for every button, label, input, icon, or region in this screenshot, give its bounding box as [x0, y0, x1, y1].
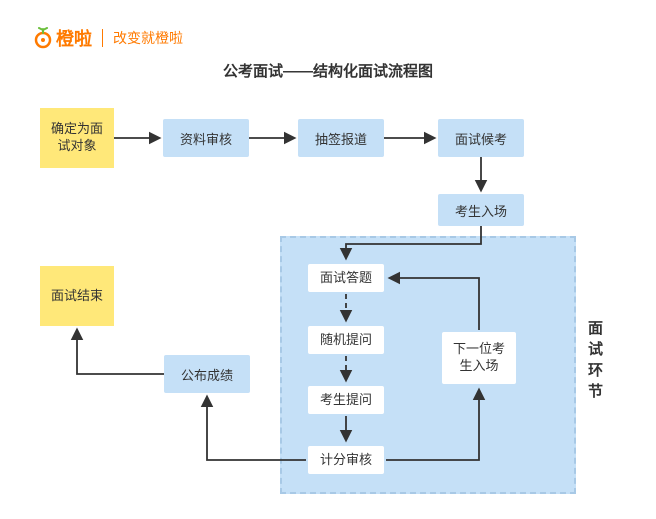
node-candidate-question: 考生提问	[306, 384, 386, 416]
diagram-title: 公考面试——结构化面试流程图	[0, 60, 656, 81]
node-start: 确定为面 试对象	[40, 108, 114, 168]
flowchart-canvas: 橙啦 改变就橙啦 公考面试——结构化面试流程图 面试环节 确定为面 试对象 资料审…	[0, 0, 656, 519]
node-lottery: 抽签报道	[298, 119, 384, 157]
brand-name: 橙啦	[56, 25, 92, 51]
node-scoring: 计分审核	[306, 444, 386, 476]
node-waiting: 面试候考	[438, 119, 524, 157]
brand-header: 橙啦 改变就橙啦	[32, 25, 183, 51]
node-document-review: 资料审核	[163, 119, 249, 157]
node-next-candidate: 下一位考 生入场	[440, 330, 518, 386]
node-publish: 公布成绩	[164, 355, 250, 393]
edge-n_publish-n_end	[77, 330, 164, 374]
node-answer: 面试答题	[306, 262, 386, 294]
node-end: 面试结束	[40, 266, 114, 326]
node-enter: 考生入场	[438, 194, 524, 226]
brand-tagline: 改变就橙啦	[113, 28, 183, 48]
interview-stage-label: 面试环节	[584, 320, 605, 404]
brand-logo-icon	[32, 27, 54, 49]
brand-separator	[102, 29, 103, 47]
node-random-question: 随机提问	[306, 324, 386, 356]
